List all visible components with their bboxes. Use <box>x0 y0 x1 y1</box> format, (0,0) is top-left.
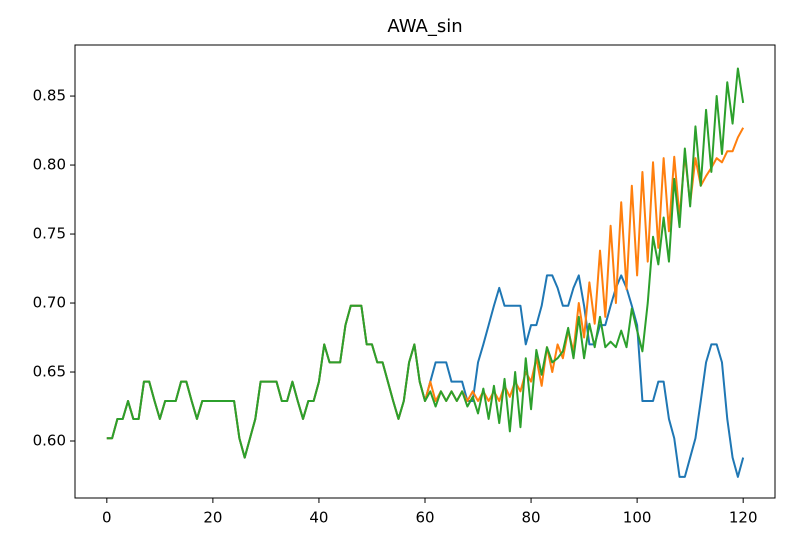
chart-title: AWA_sin <box>387 16 462 37</box>
x-tick-label: 0 <box>102 509 112 527</box>
y-tick-label: 0.85 <box>33 87 66 105</box>
y-tick-label: 0.65 <box>33 363 66 381</box>
x-tick-label: 120 <box>729 509 758 527</box>
y-tick-label: 0.75 <box>33 225 66 243</box>
x-tick-label: 20 <box>203 509 222 527</box>
y-tick-label: 0.70 <box>33 294 66 312</box>
axes-frame <box>74 44 776 499</box>
x-tick-label: 60 <box>415 509 434 527</box>
y-tick-label: 0.80 <box>33 156 66 174</box>
x-tick-label: 80 <box>522 509 541 527</box>
series-line <box>106 67 745 459</box>
y-tick-label: 0.60 <box>33 432 66 450</box>
x-tick-label: 40 <box>309 509 328 527</box>
x-tick-label: 100 <box>623 509 652 527</box>
